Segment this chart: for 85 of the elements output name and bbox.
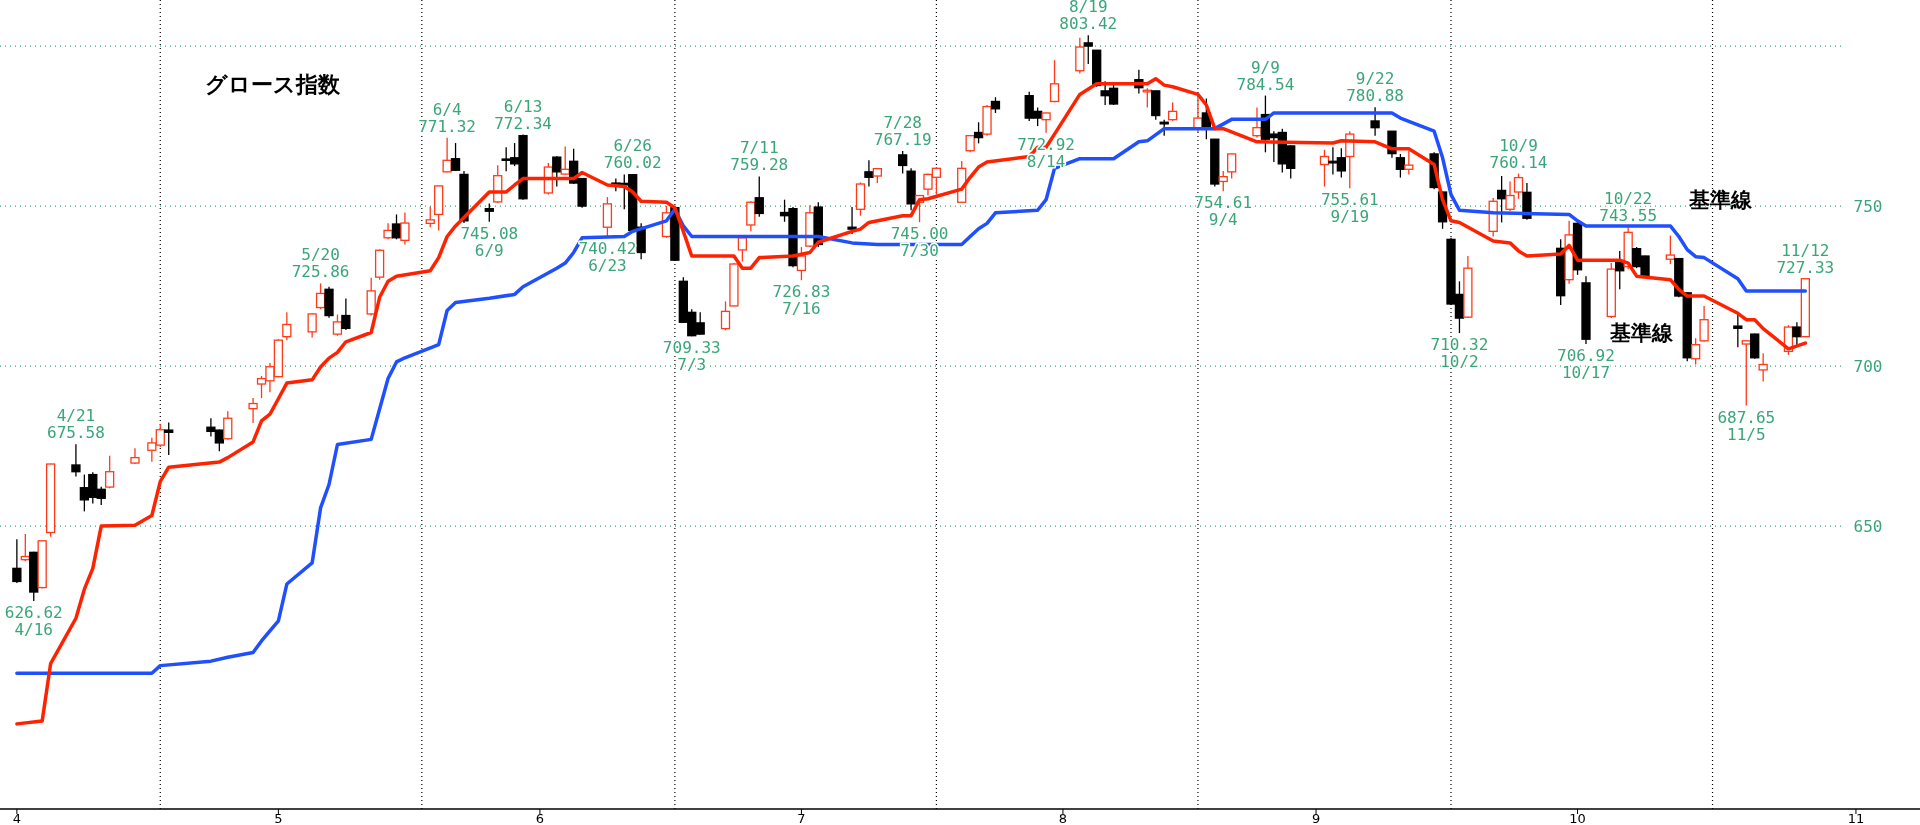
- annotation: 745.08 6/9: [460, 223, 519, 260]
- annotation: 726.83 7/16: [772, 282, 831, 319]
- annotation: 8/19 803.42: [1059, 0, 1118, 34]
- annotation: 754.61 9/4: [1194, 193, 1253, 230]
- annotation: 9/9 784.54: [1236, 57, 1295, 94]
- annotation: 6/26 760.02: [603, 136, 662, 173]
- candlestick: [1041, 112, 1051, 134]
- annotation: 745.00 7/30: [890, 224, 949, 261]
- candlestick: [898, 150, 908, 175]
- candlestick: [737, 236, 748, 263]
- candlestick: [754, 175, 764, 218]
- y-tick-label: 700: [1853, 357, 1883, 377]
- x-tick-label: 7: [797, 811, 806, 825]
- annotation: 687.65 11/5: [1717, 407, 1776, 444]
- x-tick-label: 10: [1569, 811, 1586, 825]
- candlestick: [1083, 34, 1093, 65]
- candlestick: [1227, 152, 1237, 180]
- candlestick: [746, 200, 756, 233]
- annotation: 7/28 767.19: [873, 113, 932, 150]
- annotation: 710.32 10/2: [1430, 335, 1489, 372]
- x-tick-label: 6: [535, 811, 545, 825]
- candlestick: [796, 246, 807, 281]
- candlestick: [1075, 37, 1085, 75]
- candlestick: [341, 297, 351, 331]
- annotation: 9/22 780.88: [1346, 69, 1404, 106]
- annotation: 10/9 760.14: [1489, 135, 1548, 172]
- candlestick: [1741, 339, 1751, 407]
- candlestick: [1513, 172, 1524, 200]
- candlestick: [1404, 150, 1414, 176]
- x-tick-label: 11: [1847, 811, 1865, 825]
- candlestick: [282, 311, 292, 341]
- x-tick-label: 5: [274, 811, 283, 825]
- candlestick: [1218, 170, 1228, 192]
- candlestick: [602, 196, 613, 238]
- candlestick: [1167, 101, 1178, 122]
- candlestick: [720, 300, 731, 331]
- series-label: 基準線: [1608, 321, 1674, 345]
- candlestick: [130, 447, 140, 465]
- candlestick: [1319, 149, 1330, 188]
- annotation: 709.33 7/3: [662, 338, 721, 375]
- candlestick: [1370, 106, 1380, 137]
- text: グロース指数: [205, 72, 341, 97]
- candlestick: [1750, 332, 1760, 360]
- annotation: 755.61 9/19: [1320, 190, 1379, 227]
- x-tick-label: 4: [12, 811, 22, 825]
- candlestick: [425, 206, 435, 228]
- candlestick: [1505, 180, 1515, 212]
- y-tick-label: 650: [1853, 517, 1883, 537]
- candlestick: [552, 155, 562, 188]
- annotation: 10/22 743.55: [1599, 188, 1658, 225]
- candlestick: [164, 421, 174, 456]
- annotation: 740.42 6/23: [578, 238, 637, 275]
- candlestick: [71, 443, 81, 478]
- x-tick-label: 9: [1311, 811, 1321, 825]
- candlestick: [1665, 234, 1675, 265]
- x-tick-label: 8: [1058, 811, 1068, 825]
- candlestick: [1733, 313, 1743, 348]
- candlestick: [332, 313, 343, 337]
- candlestick: [1395, 153, 1406, 179]
- candlestick: [442, 137, 452, 173]
- annotation: 6/13 772.34: [494, 96, 552, 133]
- series-label: 基準線: [1687, 188, 1753, 212]
- candlestick: [864, 159, 874, 188]
- candlestick: [400, 211, 410, 246]
- annotation: 7/11 759.28: [730, 138, 789, 175]
- candlestick: [307, 312, 317, 339]
- candlestick: [366, 277, 376, 317]
- annotation: 11/12 727.33: [1776, 240, 1835, 277]
- candlestick: [12, 538, 22, 584]
- annotation: 6/4 771.32: [418, 99, 477, 136]
- candlestick: [248, 397, 258, 424]
- candlestick: [1049, 59, 1060, 104]
- candlestick: [1758, 352, 1768, 383]
- annotation: 706.92 10/17: [1557, 345, 1615, 382]
- candlestick: [450, 142, 461, 172]
- candlestick: [223, 410, 233, 441]
- annotation: 5/20 725.86: [291, 245, 350, 282]
- candlestick: [1691, 337, 1701, 366]
- candlestick: [1252, 106, 1262, 139]
- annotation: 4/21 675.58: [47, 406, 105, 443]
- y-tick-label: 750: [1853, 197, 1883, 217]
- candlestick: [1699, 305, 1709, 343]
- candlestick: [484, 202, 494, 223]
- annotation: 626.62 4/16: [4, 602, 63, 639]
- candlestick: [105, 455, 115, 489]
